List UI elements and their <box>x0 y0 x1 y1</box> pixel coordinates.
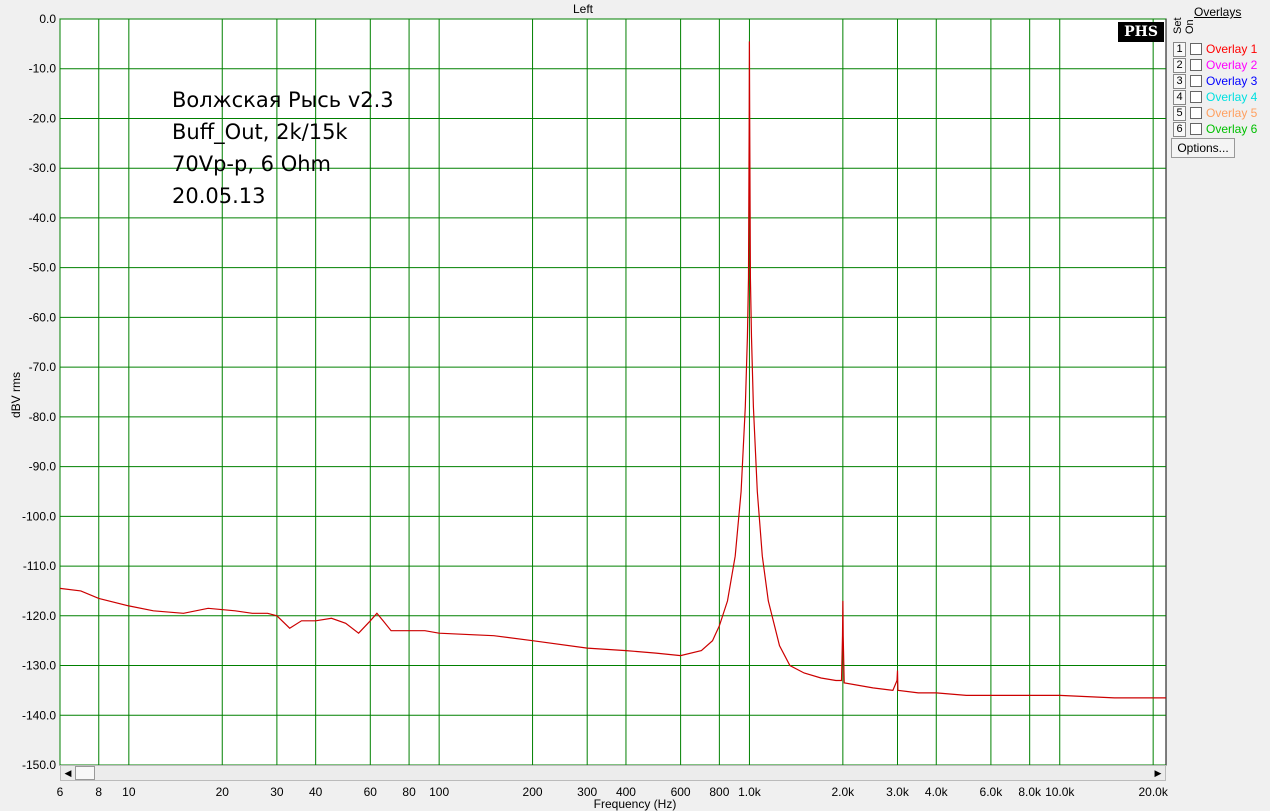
overlay-checkbox-4[interactable] <box>1190 91 1202 103</box>
horizontal-scrollbar[interactable]: ◀ ▶ <box>60 765 1166 781</box>
x-tick-label: 1.0k <box>738 785 762 799</box>
overlay-checkbox-5[interactable] <box>1190 107 1202 119</box>
x-tick-label: 10 <box>122 785 136 799</box>
annotation-line: Волжская Рысь v2.3 <box>172 88 394 112</box>
annotation-line: Buff_Out, 2k/15k <box>172 120 348 144</box>
chart-annotation: Волжская Рысь v2.3 Buff_Out, 2k/15k 70Vp… <box>172 84 394 212</box>
y-tick-label: -100.0 <box>22 509 56 523</box>
overlay-label-4: Overlay 4 <box>1206 90 1258 104</box>
plot-background <box>59 18 1167 766</box>
overlays-title: Overlays <box>1194 5 1242 19</box>
x-tick-label: 20.0k <box>1138 785 1168 799</box>
y-tick-label: -30.0 <box>29 161 57 175</box>
y-tick-label: -120.0 <box>22 609 56 623</box>
overlay-row-6: 6 Overlay 6 <box>1173 121 1269 137</box>
overlay-checkbox-6[interactable] <box>1190 123 1202 135</box>
y-tick-label: -150.0 <box>22 758 56 772</box>
overlay-checkbox-3[interactable] <box>1190 75 1202 87</box>
x-tick-label: 8 <box>95 785 102 799</box>
overlay-row-3: 3 Overlay 3 <box>1173 73 1269 89</box>
x-tick-label: 6 <box>57 785 64 799</box>
overlay-row-5: 5 Overlay 5 <box>1173 105 1269 121</box>
on-column-header: On <box>1184 19 1196 34</box>
x-tick-label: 2.0k <box>832 785 856 799</box>
series-line <box>59 41 1166 699</box>
annotation-line: 70Vp-p, 6 Ohm <box>172 152 332 176</box>
y-tick-label: -90.0 <box>29 460 57 474</box>
y-tick-label: -140.0 <box>22 708 56 722</box>
overlay-set-button-4[interactable]: 4 <box>1173 90 1186 105</box>
overlay-set-button-6[interactable]: 6 <box>1173 122 1186 137</box>
y-tick-label: -80.0 <box>29 410 57 424</box>
y-axis-label: dBV rms <box>9 372 23 419</box>
x-tick-label: 6.0k <box>980 785 1004 799</box>
overlay-label-2: Overlay 2 <box>1206 58 1258 72</box>
scroll-thumb[interactable] <box>75 766 95 780</box>
scroll-right-arrow-icon[interactable]: ▶ <box>1154 768 1162 778</box>
x-tick-label: 100 <box>429 785 449 799</box>
overlay-label-3: Overlay 3 <box>1206 74 1258 88</box>
overlay-label-1: Overlay 1 <box>1206 42 1258 56</box>
y-tick-label: 0.0 <box>39 12 56 26</box>
overlay-checkbox-2[interactable] <box>1190 59 1202 71</box>
overlay-set-button-5[interactable]: 5 <box>1173 106 1186 121</box>
x-tick-label: 80 <box>402 785 416 799</box>
overlay-checkbox-1[interactable] <box>1190 43 1202 55</box>
x-axis-label: Frequency (Hz) <box>593 797 677 811</box>
x-tick-label: 8.0k <box>1018 785 1042 799</box>
scroll-left-arrow-icon[interactable]: ◀ <box>64 768 72 778</box>
set-column-header: Set <box>1172 17 1184 34</box>
y-tick-label: -70.0 <box>29 360 57 374</box>
overlay-label-5: Overlay 5 <box>1206 106 1258 120</box>
y-tick-label: -20.0 <box>29 111 57 125</box>
x-tick-label: 20 <box>216 785 230 799</box>
x-tick-label: 400 <box>616 785 636 799</box>
x-tick-label: 300 <box>577 785 597 799</box>
overlay-set-button-3[interactable]: 3 <box>1173 74 1186 89</box>
overlay-row-4: 4 Overlay 4 <box>1173 89 1269 105</box>
y-tick-label: -110.0 <box>23 559 56 573</box>
y-tick-label: -60.0 <box>29 310 57 324</box>
overlay-set-button-2[interactable]: 2 <box>1173 58 1186 73</box>
y-tick-label: -50.0 <box>29 261 57 275</box>
overlay-label-6: Overlay 6 <box>1206 122 1258 136</box>
x-tick-label: 30 <box>270 785 284 799</box>
y-tick-label: -130.0 <box>22 659 56 673</box>
x-tick-label: 200 <box>523 785 543 799</box>
overlay-row-2: 2 Overlay 2 <box>1173 57 1269 73</box>
annotation-line: 20.05.13 <box>172 184 266 208</box>
x-tick-label: 60 <box>364 785 378 799</box>
overlay-row-1: 1 Overlay 1 <box>1173 41 1269 57</box>
x-tick-label: 3.0k <box>886 785 910 799</box>
x-tick-label: 4.0k <box>925 785 949 799</box>
phs-logo: PHS <box>1118 22 1164 42</box>
y-tick-label: -10.0 <box>29 62 57 76</box>
overlay-set-button-1[interactable]: 1 <box>1173 42 1186 57</box>
x-tick-label: 800 <box>709 785 729 799</box>
x-tick-label: 40 <box>309 785 323 799</box>
x-tick-label: 600 <box>671 785 691 799</box>
y-tick-label: -40.0 <box>29 211 57 225</box>
x-tick-label: 10.0k <box>1045 785 1075 799</box>
options-button[interactable]: Options... <box>1171 138 1235 158</box>
chart-title: Left <box>572 2 593 16</box>
